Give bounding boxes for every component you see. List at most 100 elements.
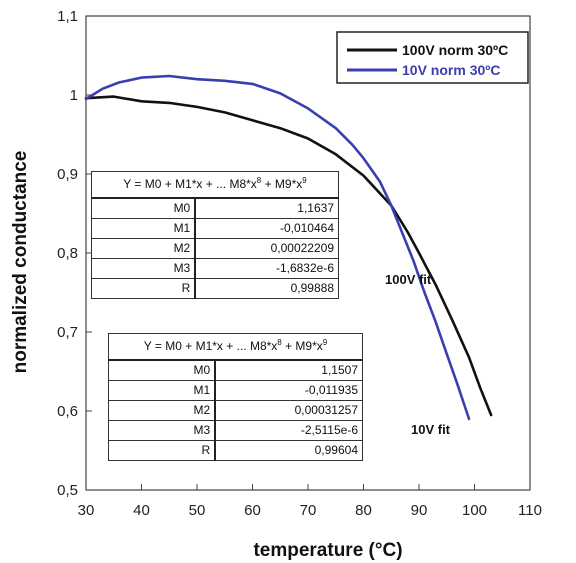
y-tick-label: 1 [70,87,78,104]
series-1-point [362,157,365,159]
fit-param-row: M1 -0,010464 [91,218,340,239]
fit-param-value: 1,1507 [214,359,364,381]
x-tick-label: 80 [355,502,372,519]
series-1-point [251,83,254,85]
series-1-point [118,81,121,84]
y-tick-label: 0,7 [57,324,78,341]
x-tick-label: 60 [244,502,261,519]
annotation-10v-fit: 10V fit [411,422,451,437]
series-0-point [362,174,365,177]
fit-param-value: 0,99888 [194,278,340,299]
fit-param-name: M2 [108,400,217,421]
fit-param-row: M3 -2,5115e-6 [108,420,364,441]
x-tick-label: 110 [518,502,542,519]
y-tick-label: 0,6 [57,403,78,420]
series-1-point [351,144,354,146]
series-1-point [423,291,426,294]
series-1-point [390,204,393,207]
y-tick-label: 0,8 [57,245,78,262]
x-tick-label: 30 [78,502,95,519]
fit-param-name: M3 [91,258,197,279]
x-tick-label: 90 [411,502,428,519]
fit-equation: Y = M0 + M1*x + ... M8*x8 + M9*x9 [108,333,363,361]
series-0-point [490,414,492,416]
legend-label-100v: 100V norm 30ºC [402,42,508,58]
series-0-point [479,386,481,389]
fit-param-value: 0,00031257 [214,400,364,421]
fit-param-row: M0 1,1507 [108,359,364,381]
series-0-point [168,102,171,104]
fit-param-value: 1,1637 [194,197,340,219]
fit-param-value: -0,010464 [194,218,340,239]
y-axis-title: normalized conductance [10,151,31,374]
series-0-point [468,356,470,359]
fit-table-10v: Y = M0 + M1*x + ... M8*x8 + M9*x9 M0 1,150… [108,333,364,461]
fit-param-name: M0 [108,359,217,381]
series-1-point [401,232,404,235]
series-0-point [140,100,143,103]
series-0-point [279,127,282,129]
series-0-point [196,106,198,108]
series-1-point [101,87,104,90]
series-1-point [307,107,309,110]
annotation-100v-fit: 100V fit [385,272,432,287]
fit-equation: Y = M0 + M1*x + ... M8*x8 + M9*x9 [91,171,339,199]
fit-table-100v: Y = M0 + M1*x + ... M8*x8 + M9*x9 M0 1,163… [91,171,340,299]
fit-param-row: M3 -1,6832e-6 [91,258,340,279]
x-tick-labels: 30 40 50 60 70 80 90 100 110 [78,484,542,519]
fit-param-value: -1,6832e-6 [194,258,340,279]
y-tick-label: 1,1 [57,8,78,25]
series-layer [84,74,493,421]
legend: 100V norm 30ºC 10V norm 30ºC [336,31,529,84]
fit-param-name: R [108,440,217,461]
fit-param-value: -0,011935 [214,380,364,401]
y-tick-label: 0,5 [57,482,78,499]
series-0-point [407,231,409,234]
fit-param-row: M2 0,00031257 [108,400,364,421]
series-1-point [85,98,87,100]
fit-param-name: M0 [91,197,197,219]
fit-param-row: R 0,99604 [108,440,364,461]
fit-param-value: -2,5115e-6 [214,420,364,441]
fit-param-name: M3 [108,420,217,441]
series-0-point [307,137,309,140]
y-tick-label: 0,9 [57,166,78,183]
fit-param-name: M1 [108,380,217,401]
series-1-point [224,80,226,82]
legend-box [336,31,529,84]
fit-param-name: M1 [91,218,197,239]
series-0-point [451,319,454,322]
x-tick-label: 50 [189,502,206,519]
series-1-point [379,181,381,183]
series-0-point [434,283,437,286]
series-0-point [418,252,420,254]
series-0-point [113,95,115,98]
fit-param-name: R [91,278,197,299]
series-1-point [335,127,337,129]
series-0-point [335,153,337,156]
series-1-point [196,78,198,80]
fit-param-value: 0,00022209 [194,238,340,259]
series-1-point [446,353,448,355]
fit-param-row: R 0,99888 [91,278,340,299]
fit-param-value: 0,99604 [214,440,364,461]
series-1-point [168,75,171,77]
x-tick-label: 70 [300,502,317,519]
series-0-point [251,119,254,122]
series-1-point [468,418,470,420]
fit-param-row: M2 0,00022209 [91,238,340,259]
y-tick-labels: 0,5 0,6 0,7 0,8 0,9 1 1,1 [57,8,92,499]
series-1-point [412,260,415,262]
series-1-point [434,320,437,323]
series-1-point [140,76,143,79]
series-1-point [457,384,459,387]
series-1-point [279,92,282,95]
series-line-1 [84,74,471,421]
x-tick-label: 100 [462,502,487,519]
fit-param-name: M2 [91,238,197,259]
x-tick-label: 40 [133,502,150,519]
x-axis-title: temperature (°C) [253,540,402,561]
series-0-point [224,111,226,114]
fit-param-row: M1 -0,011935 [108,380,364,401]
